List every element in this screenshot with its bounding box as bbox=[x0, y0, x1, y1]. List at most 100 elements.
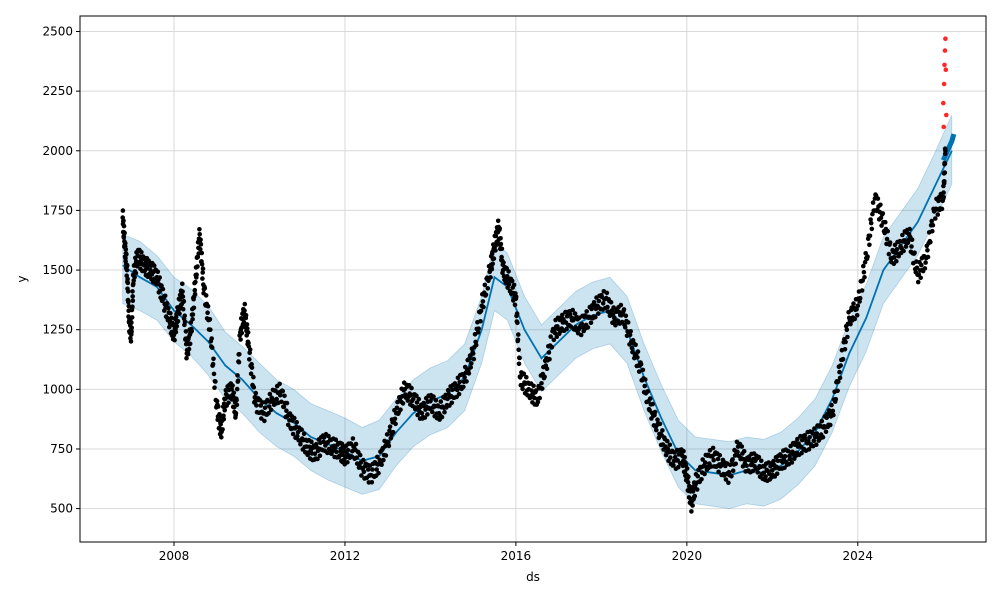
observed-point bbox=[727, 462, 733, 468]
observed-point bbox=[907, 226, 912, 232]
observed-point bbox=[387, 424, 393, 430]
y-tick-label: 2500 bbox=[42, 25, 73, 39]
observed-point bbox=[726, 480, 731, 486]
observed-point bbox=[182, 313, 187, 319]
observed-point bbox=[409, 385, 414, 391]
observed-point bbox=[211, 371, 217, 377]
y-tick-label: 2000 bbox=[42, 144, 73, 158]
observed-point bbox=[516, 361, 522, 367]
observed-point bbox=[869, 226, 875, 232]
observed-point bbox=[405, 398, 411, 403]
observed-point bbox=[295, 433, 300, 439]
observed-point bbox=[901, 248, 906, 254]
observed-point bbox=[438, 399, 444, 404]
observed-point bbox=[301, 431, 307, 437]
observed-point bbox=[771, 458, 776, 464]
observed-point bbox=[280, 388, 286, 394]
observed-point bbox=[686, 474, 691, 480]
observed-point bbox=[521, 371, 527, 377]
observed-point bbox=[244, 322, 250, 327]
observed-point bbox=[414, 400, 420, 405]
observed-point bbox=[330, 448, 336, 454]
observed-point bbox=[657, 421, 663, 427]
observed-point bbox=[759, 458, 764, 464]
observed-point bbox=[210, 361, 216, 367]
y-tick-label: 1000 bbox=[42, 382, 73, 396]
observed-point bbox=[635, 355, 640, 360]
observed-point bbox=[495, 218, 501, 224]
observed-point bbox=[826, 408, 832, 413]
x-tick-label: 2024 bbox=[843, 549, 874, 563]
observed-point bbox=[676, 464, 681, 470]
observed-point bbox=[267, 391, 273, 397]
observed-point bbox=[925, 248, 930, 253]
observed-point bbox=[886, 251, 892, 257]
observed-point bbox=[379, 462, 384, 468]
observed-point bbox=[643, 377, 648, 382]
observed-point bbox=[570, 307, 575, 313]
observed-point bbox=[862, 259, 868, 265]
observed-point bbox=[172, 337, 177, 343]
observed-point bbox=[189, 328, 194, 334]
observed-point bbox=[393, 421, 398, 427]
observed-point bbox=[326, 433, 331, 439]
observed-point bbox=[478, 319, 483, 324]
observed-point bbox=[564, 326, 569, 332]
y-axis-ticks: 500 750 1000 1250 1500 1750 2000 2250 2500 bbox=[42, 25, 80, 516]
observed-point bbox=[411, 396, 416, 402]
observed-point bbox=[121, 235, 127, 240]
observed-point bbox=[414, 393, 419, 399]
observed-point bbox=[387, 428, 392, 434]
observed-point bbox=[668, 455, 673, 460]
observed-point bbox=[923, 260, 928, 265]
observed-point bbox=[885, 228, 890, 234]
observed-point bbox=[630, 349, 635, 355]
observed-point bbox=[139, 249, 144, 255]
observed-point bbox=[208, 327, 213, 333]
observed-point bbox=[416, 396, 422, 402]
observed-point bbox=[282, 393, 287, 399]
observed-point bbox=[234, 397, 239, 403]
observed-point bbox=[914, 265, 920, 271]
observed-point bbox=[167, 324, 172, 330]
observed-point bbox=[220, 427, 225, 432]
observed-point bbox=[486, 278, 491, 284]
observed-point bbox=[123, 241, 128, 246]
observed-point bbox=[431, 394, 436, 399]
observed-point bbox=[129, 320, 134, 325]
observed-point bbox=[903, 244, 909, 249]
observed-point bbox=[854, 307, 859, 312]
observed-point bbox=[925, 254, 931, 260]
observed-point bbox=[473, 342, 479, 348]
observed-point bbox=[481, 304, 486, 310]
observed-point bbox=[425, 412, 430, 417]
observed-point bbox=[334, 449, 339, 455]
observed-point bbox=[671, 462, 676, 468]
observed-point bbox=[239, 330, 245, 336]
observed-point bbox=[942, 161, 948, 166]
observed-point bbox=[755, 470, 760, 475]
observed-point bbox=[281, 404, 287, 410]
observed-point bbox=[233, 410, 239, 416]
observed-point bbox=[433, 398, 439, 403]
observed-point bbox=[489, 266, 495, 272]
observed-point bbox=[935, 212, 941, 217]
observed-point bbox=[381, 457, 386, 463]
observed-point bbox=[732, 453, 738, 458]
observed-point bbox=[892, 254, 897, 260]
observed-point bbox=[936, 198, 941, 204]
observed-point bbox=[268, 407, 274, 413]
observed-point bbox=[878, 215, 884, 221]
observed-point bbox=[635, 349, 641, 354]
observed-point bbox=[855, 303, 861, 309]
observed-point bbox=[251, 385, 257, 390]
observed-point bbox=[183, 329, 189, 334]
observed-point bbox=[164, 300, 170, 306]
observed-point bbox=[129, 329, 134, 335]
observed-point bbox=[226, 400, 231, 406]
observed-point bbox=[756, 454, 762, 460]
observed-point bbox=[498, 241, 504, 247]
observed-point bbox=[605, 304, 610, 310]
observed-point bbox=[195, 264, 200, 269]
